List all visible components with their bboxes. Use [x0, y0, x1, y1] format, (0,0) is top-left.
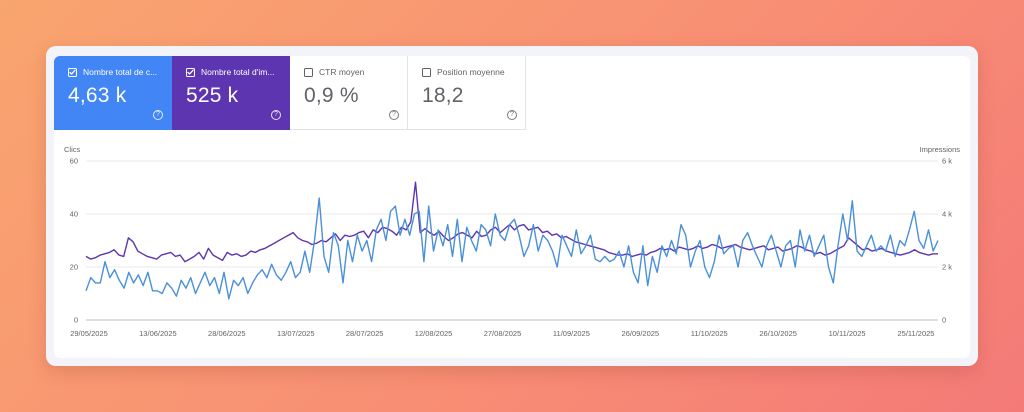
x-tick-label: 13/06/2025 — [139, 329, 177, 338]
metric-value: 525 k — [186, 84, 239, 107]
x-tick-label: 28/07/2025 — [346, 329, 384, 338]
x-tick-label: 26/09/2025 — [622, 329, 660, 338]
x-tick-label: 12/08/2025 — [415, 329, 453, 338]
help-icon[interactable]: ? — [507, 110, 517, 120]
x-tick-label: 13/07/2025 — [277, 329, 315, 338]
impressions-series-line — [85, 181, 938, 263]
right-tick-label: 2 k — [942, 263, 952, 272]
x-tick-label: 11/10/2025 — [691, 329, 728, 338]
left-tick-label: 0 — [74, 316, 78, 325]
checkbox-unchecked-icon[interactable] — [422, 67, 431, 77]
clicks-series-line — [85, 197, 939, 300]
checkbox-unchecked-icon[interactable] — [304, 67, 313, 77]
performance-report: Clics Impressions 0 0 20 2 k 40 4 k 60 6 k 29/05/2… — [54, 56, 970, 358]
metric-value: 18,2 — [422, 84, 464, 107]
metric-card-position[interactable]: Position moyenne 18,2 ? — [408, 56, 526, 130]
x-tick-label: 29/05/2025 — [70, 329, 108, 338]
help-icon[interactable]: ? — [153, 110, 163, 120]
right-tick-label: 4 k — [942, 210, 952, 219]
metric-label: CTR moyen — [319, 67, 365, 77]
performance-chart: Clics Impressions 0 0 20 2 k 40 4 k 60 6 k 29/05/2… — [64, 145, 961, 338]
checkbox-checked-icon[interactable] — [68, 67, 77, 77]
metric-card-ctr[interactable]: CTR moyen 0,9 % ? — [290, 56, 408, 130]
left-axis-title: Clics — [64, 145, 80, 154]
checkbox-checked-icon[interactable] — [186, 67, 195, 77]
metric-value: 0,9 % — [304, 84, 359, 107]
metric-label: Position moyenne — [437, 67, 505, 77]
metric-label: Nombre total de c... — [83, 67, 158, 77]
help-icon[interactable]: ? — [271, 110, 281, 120]
report-card-outer: Clics Impressions 0 0 20 2 k 40 4 k 60 6 k 29/05/2… — [46, 46, 978, 366]
left-tick-label: 20 — [70, 263, 78, 272]
metric-label: Nombre total d'im... — [201, 67, 275, 77]
right-tick-label: 6 k — [942, 157, 952, 166]
x-tick-label: 25/11/2025 — [898, 329, 935, 338]
help-icon[interactable]: ? — [389, 110, 399, 120]
x-tick-label: 11/09/2025 — [553, 329, 590, 338]
x-tick-label: 28/06/2025 — [208, 329, 246, 338]
metric-value: 4,63 k — [68, 84, 127, 107]
x-tick-label: 26/10/2025 — [759, 329, 797, 338]
x-tick-label: 10/11/2025 — [829, 329, 866, 338]
right-axis-title: Impressions — [920, 145, 961, 154]
x-tick-label: 27/08/2025 — [484, 329, 522, 338]
right-tick-label: 0 — [942, 316, 946, 325]
metric-tabs: Nombre total de c... 4,63 k ? Nombre tot… — [54, 56, 526, 130]
left-tick-label: 60 — [70, 157, 78, 166]
metric-card-impressions[interactable]: Nombre total d'im... 525 k ? — [172, 56, 290, 130]
left-tick-label: 40 — [70, 210, 78, 219]
metric-card-clicks[interactable]: Nombre total de c... 4,63 k ? — [54, 56, 172, 130]
